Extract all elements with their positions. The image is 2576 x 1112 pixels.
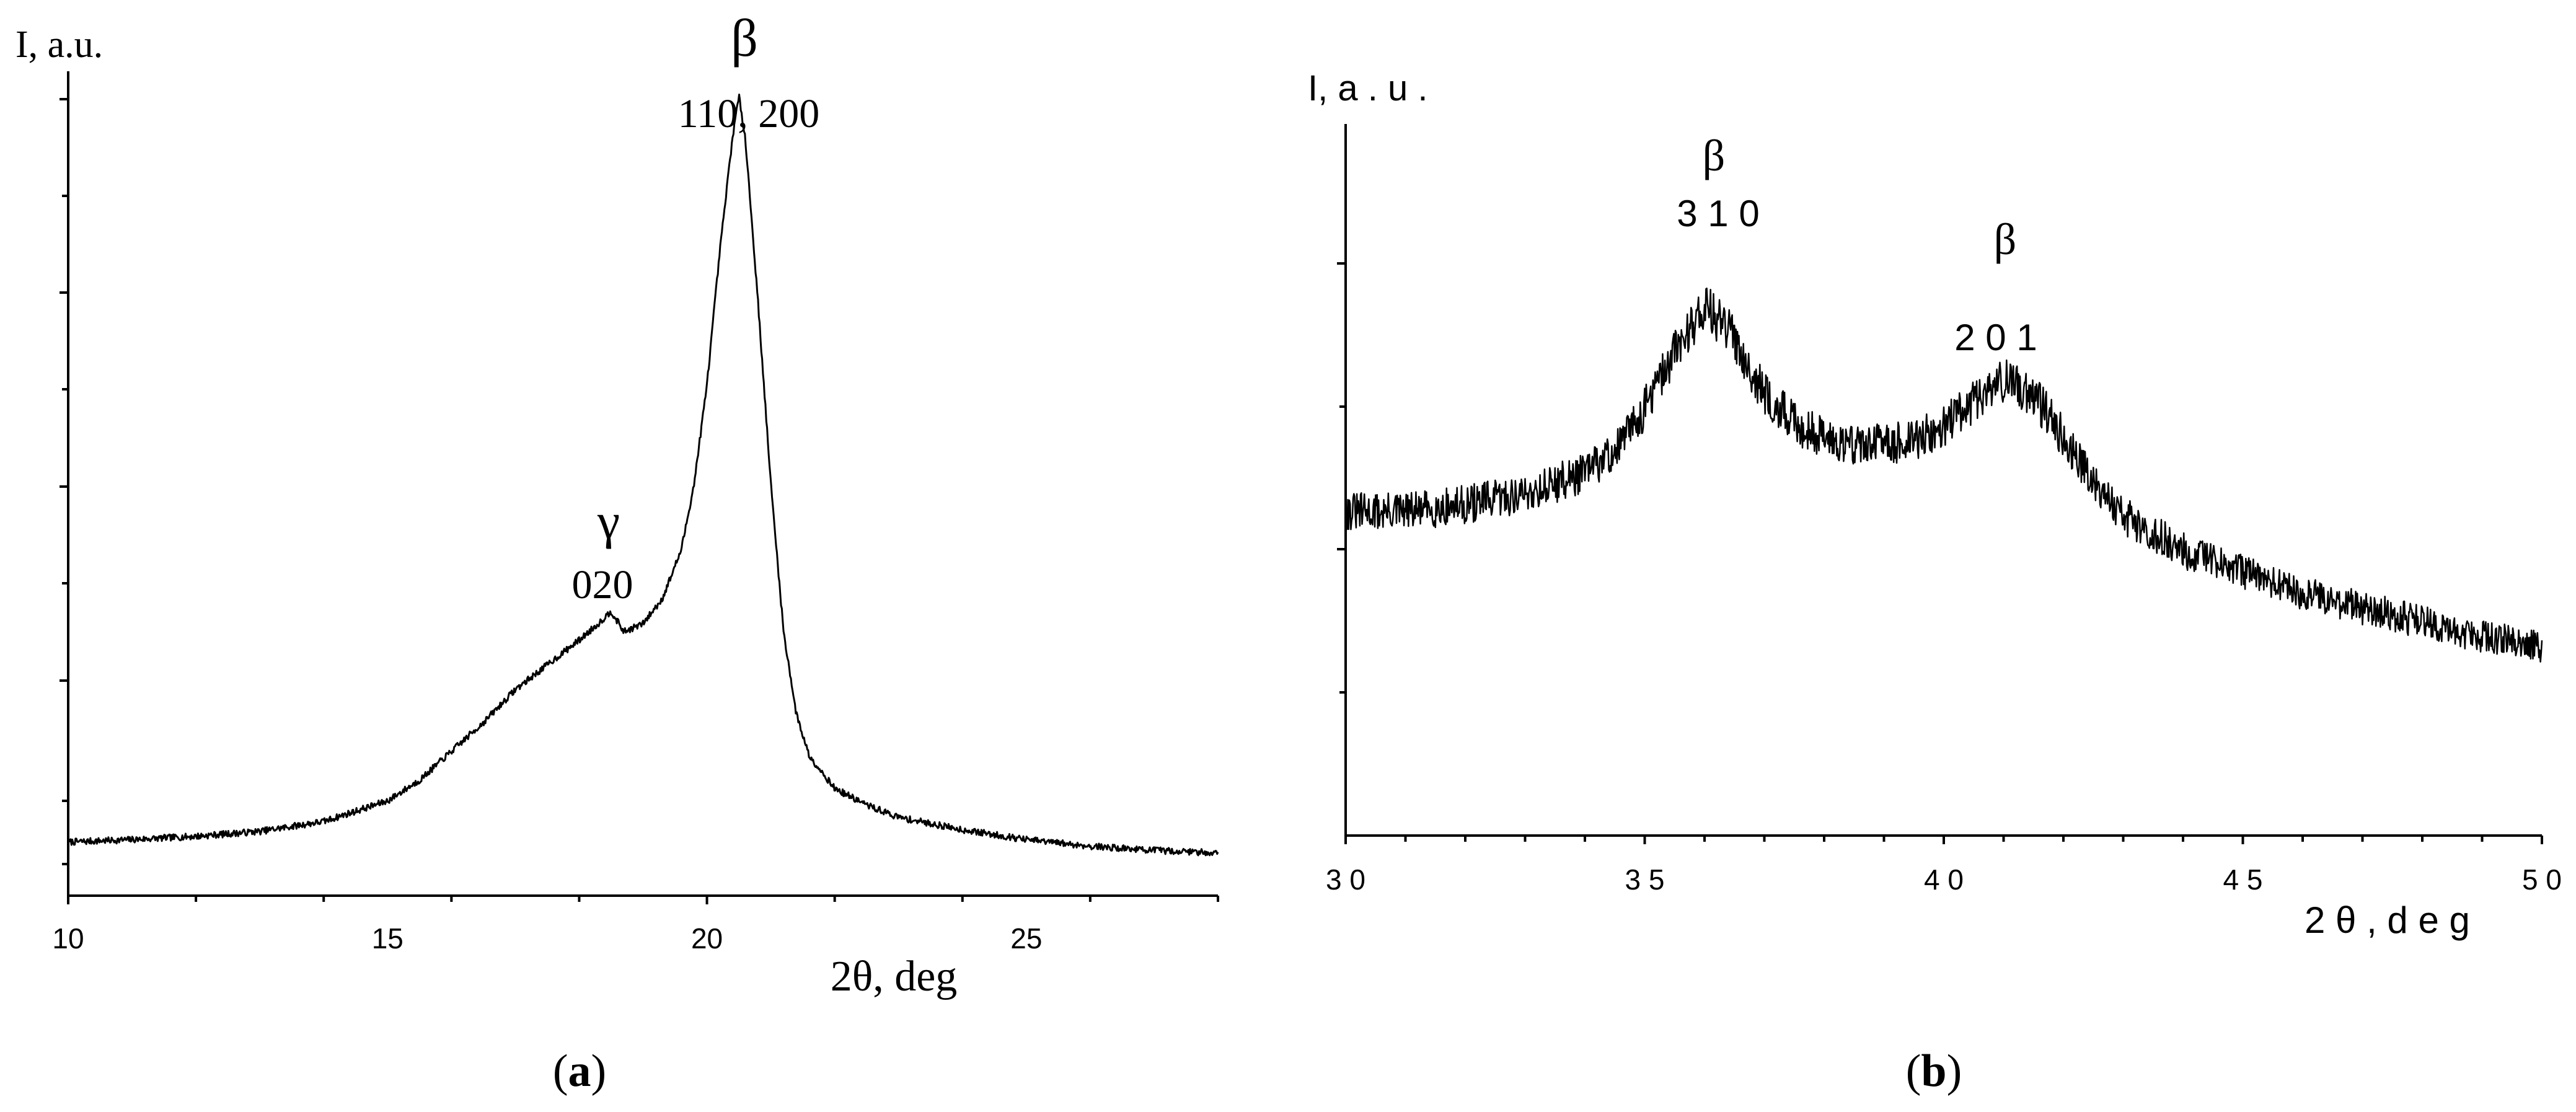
- x-tick-label: 5 0: [2522, 863, 2562, 896]
- panel-b-y-axis-label: I, a . u .: [1308, 68, 1427, 108]
- x-tick-label: 3 0: [1326, 863, 1365, 896]
- panel-b-figure-label: (b): [1906, 1046, 1962, 1097]
- panel-a-peak-gamma-symbol: γ: [597, 493, 620, 549]
- panel-b-xrd-curve: [1344, 287, 2543, 663]
- panel-a-peak-beta-hkl: 110, 200: [678, 91, 820, 136]
- panel-a: 10 15 20 25 I, a.u. 2θ, deg γ 020 β 110, 20…: [15, 8, 1219, 1097]
- panel-a-figure-label: (a): [553, 1046, 606, 1097]
- panel-b-x-axis-label: 2 θ , d e g: [2305, 899, 2470, 941]
- panel-b-y-ticks: [1337, 262, 1346, 694]
- x-tick-label: 25: [1010, 922, 1042, 955]
- panel-a-x-ticks: 10 15 20 25: [52, 896, 1219, 955]
- panel-a-x-axis-label: 2θ, deg: [831, 953, 958, 1000]
- panel-b-peak-beta-201-symbol: β: [1994, 214, 2017, 264]
- panel-b-peak-beta-201-hkl: 2 0 1: [1954, 317, 2037, 358]
- panel-b-peak-beta-310-hkl: 3 1 0: [1677, 193, 1759, 234]
- panel-a-peak-gamma-hkl: 020: [572, 562, 633, 607]
- panel-b-peak-beta-310-symbol: β: [1703, 131, 1726, 180]
- x-tick-label: 10: [52, 922, 84, 955]
- x-tick-label: 4 5: [2223, 863, 2263, 896]
- panel-a-y-ticks: [60, 98, 68, 865]
- panel-a-y-axis-label: I, a.u.: [15, 24, 103, 66]
- x-tick-label: 20: [691, 922, 723, 955]
- x-tick-label: 3 5: [1625, 863, 1665, 896]
- panel-b: 3 0 3 5 4 0 4 5 5 0 I, a . u . 2 θ , d e g β…: [1308, 68, 2562, 1097]
- panel-a-peak-beta-symbol: β: [731, 8, 758, 68]
- x-tick-label: 15: [372, 922, 404, 955]
- panel-a-xrd-curve: [67, 94, 1219, 857]
- panel-b-x-ticks: 3 0 3 5 4 0 4 5 5 0: [1326, 836, 2562, 896]
- x-tick-label: 4 0: [1924, 863, 1964, 896]
